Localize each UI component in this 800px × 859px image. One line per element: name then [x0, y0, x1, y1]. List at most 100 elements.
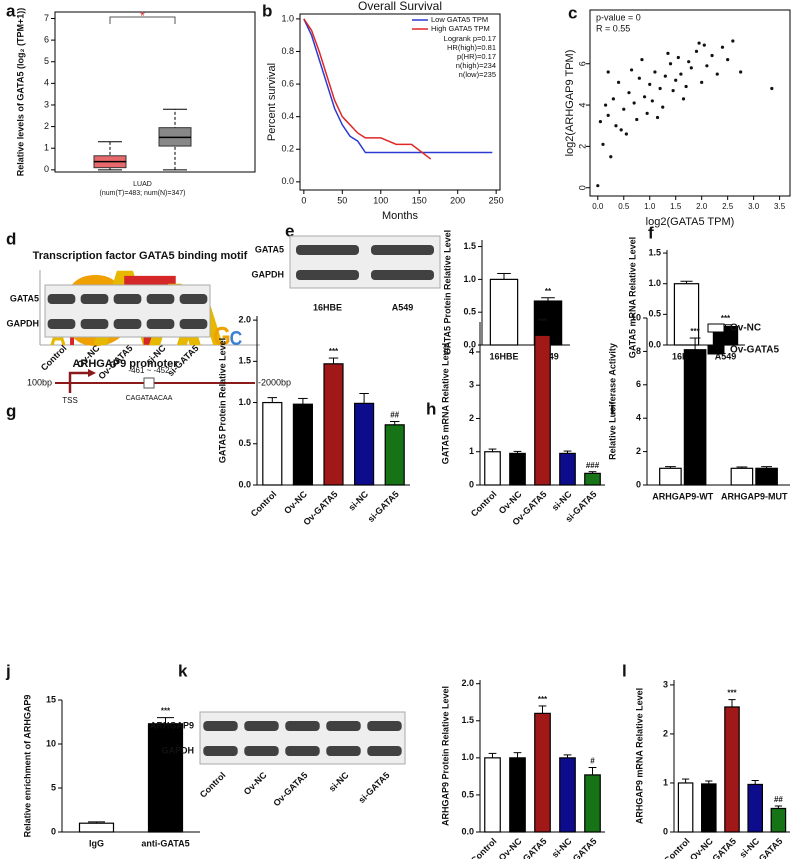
- panel-letter: f: [648, 223, 654, 242]
- y-tick-label: 1.5: [648, 247, 661, 257]
- significance: ##: [774, 795, 783, 804]
- x-tick-label: 100: [373, 195, 388, 205]
- y-axis-title: Relative Luciferase Activity: [607, 343, 617, 460]
- bar: [354, 402, 375, 486]
- point: [596, 184, 600, 188]
- significance: ***: [721, 314, 731, 323]
- stat-label: p-value = 0: [596, 12, 641, 22]
- point: [689, 66, 693, 70]
- point: [679, 72, 683, 76]
- blot-lane-label: Ov-NC: [242, 770, 269, 797]
- x-tick-label: si-GATA5: [366, 489, 401, 524]
- significance-bracket: [109, 16, 176, 24]
- y-tick-label: 0.0: [463, 339, 476, 349]
- stat-label: R = 0.55: [596, 23, 630, 33]
- x-tick-label: 200: [450, 195, 465, 205]
- x-tick-label: Ov-NC: [497, 836, 524, 859]
- y-tick-label: 0.4: [281, 111, 294, 121]
- significance: ***: [538, 695, 548, 704]
- blot-row-label: GAPDH: [6, 318, 39, 328]
- blot-band: [179, 294, 208, 304]
- y-tick-label: 0: [636, 479, 641, 489]
- site-label: -461 ~ -452: [128, 366, 170, 375]
- blot-band: [296, 270, 359, 280]
- x-tick-label: 150: [412, 195, 427, 205]
- x-tick-label: 3.5: [774, 202, 786, 211]
- legend-label: Ov-GATA5: [730, 345, 780, 356]
- x-tick-label: A549: [715, 351, 737, 361]
- x-tick-label: Control: [249, 489, 279, 519]
- y-tick-label: 0: [577, 185, 587, 190]
- blot-band: [146, 294, 175, 304]
- significance: **: [545, 287, 552, 296]
- y-tick-label: 0.6: [281, 78, 294, 88]
- y-tick-label: 3: [44, 99, 49, 109]
- legend-swatch: [707, 323, 725, 333]
- y-axis-title: GATA5 Protein Relative Level: [217, 338, 227, 463]
- y-tick-label: 3: [469, 380, 474, 390]
- blot-band: [371, 270, 434, 280]
- tss-arrowhead: [88, 369, 96, 377]
- bar: [770, 807, 787, 833]
- bar: [534, 334, 551, 486]
- blot-band: [367, 721, 402, 731]
- y-tick-label: 6: [636, 379, 641, 389]
- blot-row-label: GAPDH: [251, 269, 284, 279]
- y-tick-label: 2: [636, 446, 641, 456]
- y-tick-label: 0.0: [281, 176, 294, 186]
- point: [676, 55, 680, 60]
- significance: *: [140, 9, 145, 23]
- y-tick-label: 0.8: [281, 46, 294, 56]
- bar: [584, 472, 601, 486]
- x-tick-label: IgG: [89, 838, 104, 848]
- y-tick-label: 15: [46, 694, 56, 704]
- survival-line: [303, 18, 432, 160]
- panel-letter: j: [5, 661, 11, 680]
- point: [642, 95, 647, 99]
- tss-arrow: [68, 371, 93, 393]
- point: [674, 78, 678, 82]
- y-axis-title: GATA5 mRNA Relative Level: [440, 343, 450, 464]
- motif-letter: C: [230, 327, 243, 349]
- y-tick-label: 0.2: [281, 144, 294, 154]
- bar: [701, 783, 717, 833]
- y-tick-label: 0.0: [648, 339, 661, 349]
- bar: [659, 467, 682, 486]
- y-tick-label: 2: [469, 413, 474, 423]
- x-axis-title: LUAD: [133, 181, 152, 188]
- bar: [484, 757, 501, 833]
- x-axis-subtitle: (num(T)=483; num(N)=347): [100, 190, 186, 197]
- bar: [78, 822, 115, 833]
- x-tick-label: ARHGAP9-WT: [652, 491, 713, 501]
- x-tick-label: ARHGAP9-MUT: [721, 491, 788, 501]
- point: [681, 97, 686, 101]
- blot-lane-label: si-NC: [327, 770, 351, 794]
- blot-lane-label: 16HBE: [313, 302, 342, 312]
- point: [606, 70, 610, 74]
- bar: [584, 774, 601, 833]
- blot-lane-label: Ov-GATA5: [271, 770, 309, 808]
- point: [648, 82, 652, 86]
- point: [710, 53, 714, 58]
- y-tick-label: 2: [577, 144, 587, 149]
- point: [616, 80, 621, 84]
- y-tick-label: 0.5: [461, 789, 474, 799]
- panel-letter: d: [6, 229, 16, 248]
- panel-letter: l: [622, 661, 627, 680]
- stat-label: Logrank p=0.17: [444, 34, 496, 43]
- blot-frame: [199, 711, 406, 765]
- x-tick-label: Ov-NC: [282, 489, 309, 516]
- x-tick-label: Control: [469, 836, 499, 859]
- panel-letter: h: [426, 399, 436, 418]
- promoter-left: 100bp: [27, 377, 52, 387]
- y-tick-label: 1.0: [463, 274, 476, 284]
- x-tick-label: si-NC: [550, 836, 574, 859]
- y-tick-label: 0.5: [463, 307, 476, 317]
- y-axis-title: ARHGAP9 Protein Relative Level: [440, 686, 450, 826]
- legend-label: High GATA5 TPM: [431, 24, 490, 33]
- significance: ###: [586, 461, 600, 470]
- point: [715, 72, 719, 76]
- bar: [484, 451, 501, 486]
- y-tick-label: 1.5: [461, 715, 474, 725]
